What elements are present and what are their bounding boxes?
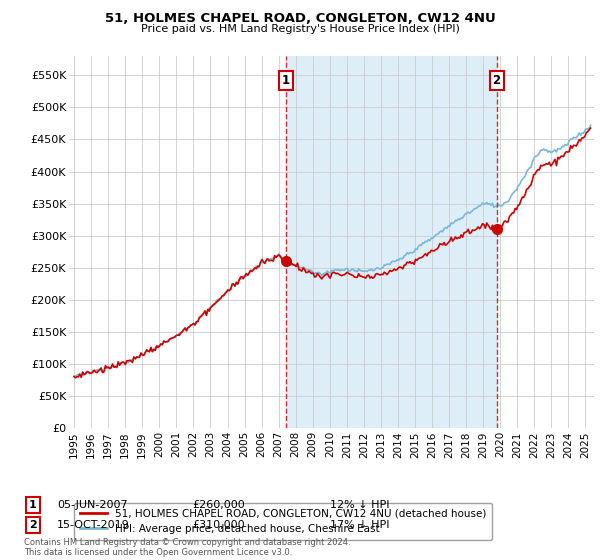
Text: 05-JUN-2007: 05-JUN-2007 — [57, 500, 128, 510]
Text: 12% ↓ HPI: 12% ↓ HPI — [330, 500, 389, 510]
Bar — [286, 56, 497, 428]
Text: Contains HM Land Registry data © Crown copyright and database right 2024.
This d: Contains HM Land Registry data © Crown c… — [24, 538, 350, 557]
Text: 51, HOLMES CHAPEL ROAD, CONGLETON, CW12 4NU: 51, HOLMES CHAPEL ROAD, CONGLETON, CW12 … — [104, 12, 496, 25]
Legend: 51, HOLMES CHAPEL ROAD, CONGLETON, CW12 4NU (detached house), HPI: Average price: 51, HOLMES CHAPEL ROAD, CONGLETON, CW12 … — [74, 502, 493, 540]
Text: 1: 1 — [282, 74, 290, 87]
Text: 15-OCT-2019: 15-OCT-2019 — [57, 520, 130, 530]
Text: 17% ↓ HPI: 17% ↓ HPI — [330, 520, 389, 530]
Text: Price paid vs. HM Land Registry's House Price Index (HPI): Price paid vs. HM Land Registry's House … — [140, 24, 460, 34]
Text: £310,000: £310,000 — [192, 520, 245, 530]
Text: 1: 1 — [29, 500, 37, 510]
Text: 2: 2 — [493, 74, 501, 87]
Text: 2: 2 — [29, 520, 37, 530]
Text: £260,000: £260,000 — [192, 500, 245, 510]
